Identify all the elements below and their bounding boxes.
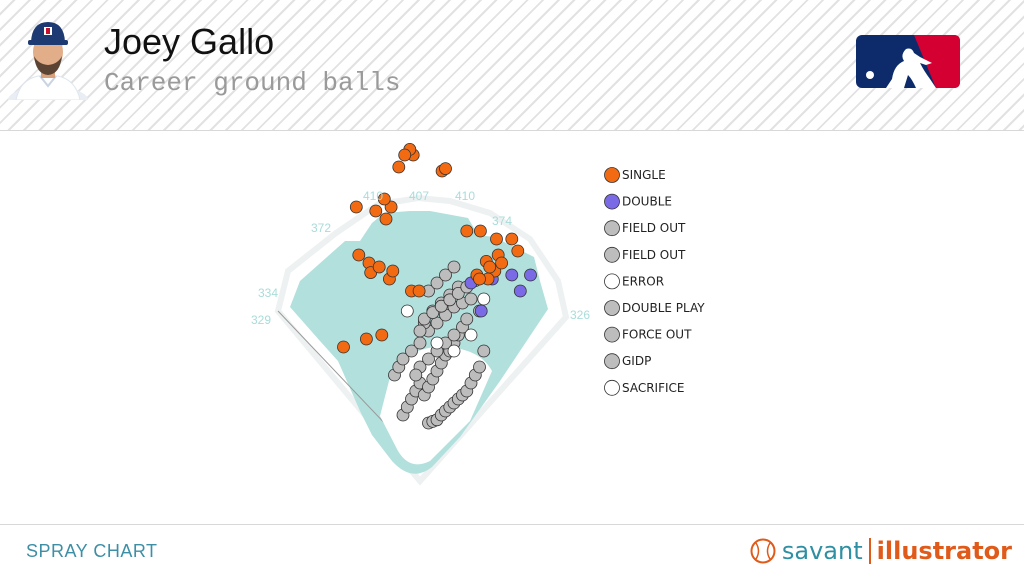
point-out <box>426 306 440 320</box>
fence-distance-right-foul: 326 <box>570 308 590 322</box>
point-error <box>477 292 491 306</box>
point-single <box>505 232 519 246</box>
point-out <box>396 352 410 366</box>
point-single <box>392 160 406 174</box>
point-out <box>473 360 486 374</box>
point-single <box>359 332 373 346</box>
legend-swatch <box>604 167 620 183</box>
outfield-warning-track <box>274 194 570 486</box>
fence-distance-left-center: 372 <box>311 221 331 235</box>
point-double <box>505 268 519 282</box>
point-double <box>524 268 537 282</box>
point-single <box>412 284 426 298</box>
legend-label: FORCE OUT <box>622 328 692 342</box>
point-double <box>474 304 488 318</box>
chart-subtitle: Career ground balls <box>104 68 401 98</box>
legend-label: DOUBLE PLAY <box>622 301 705 315</box>
fence-distance-left: 334 <box>258 286 278 300</box>
legend-swatch <box>604 379 620 396</box>
fence-distance-labels: 329 334 372 410 407 410 374 326 <box>251 189 590 327</box>
point-single <box>369 204 383 218</box>
point-out <box>413 324 427 338</box>
point-out <box>443 293 457 307</box>
point-single <box>372 260 386 274</box>
point-out <box>409 368 423 382</box>
brand-savant: savant <box>781 537 863 565</box>
brand-divider <box>868 538 871 564</box>
legend-label: FIELD OUT <box>622 248 686 262</box>
point-out <box>477 344 491 358</box>
point-single <box>377 192 391 206</box>
infield-dirt <box>380 346 492 465</box>
spray-chart: 329 334 372 410 407 410 374 326 SINGLE DOUBLE FIE… <box>0 131 1024 524</box>
legend: SINGLE DOUBLE FIELD OUT FIELD OUT ERROR DOUBL… <box>604 167 705 396</box>
legend-label: ERROR <box>622 274 664 288</box>
point-single <box>483 260 497 274</box>
legend-swatch <box>604 353 620 370</box>
brand-illustrator: illustrator <box>876 537 1012 565</box>
point-single <box>349 200 363 214</box>
player-headshot <box>8 22 88 100</box>
fence-distance-center: 407 <box>409 189 429 203</box>
point-single <box>490 232 503 246</box>
point-error <box>430 336 444 350</box>
plot-points <box>337 142 537 430</box>
legend-label: SINGLE <box>622 168 666 182</box>
legend-label: GIDP <box>622 354 651 368</box>
point-out <box>434 299 448 313</box>
legend-swatch <box>604 193 620 210</box>
legend-swatch <box>604 246 620 263</box>
legend-label: SACRIFICE <box>622 381 685 395</box>
fence-distance-center-right: 410 <box>455 189 475 203</box>
legend-swatch <box>604 273 620 290</box>
point-out <box>439 268 452 282</box>
point-out <box>430 276 444 290</box>
legend-swatch <box>604 300 620 316</box>
point-single <box>386 264 400 278</box>
point-out <box>447 260 461 274</box>
fence-distance-center-left: 410 <box>363 189 383 203</box>
point-single <box>375 328 389 342</box>
fence-distance-left-foul: 329 <box>251 313 271 327</box>
point-out <box>417 312 431 326</box>
mlb-logo <box>856 35 960 88</box>
point-single <box>460 224 474 238</box>
player-name: Joey Gallo <box>104 21 275 62</box>
spray-chart-canvas: 329 334 372 410 407 410 374 326 SINGLE DOUBLE FIE… <box>251 142 705 486</box>
point-single <box>495 256 509 270</box>
point-error <box>447 344 461 358</box>
point-out <box>405 344 418 358</box>
legend-swatch <box>604 326 620 343</box>
point-out <box>422 352 435 366</box>
savant-illustrator-brand: savant illustrator <box>750 533 1012 569</box>
footer-label: SPRAY CHART <box>26 541 158 561</box>
point-single <box>511 244 525 258</box>
legend-swatch <box>604 220 620 237</box>
header: Joey Gallo Career ground balls <box>0 0 1024 131</box>
point-single <box>337 340 350 354</box>
point-single <box>352 248 366 262</box>
point-error <box>464 328 478 342</box>
point-single <box>473 224 487 238</box>
baseball-icon <box>750 538 776 564</box>
point-out <box>451 286 465 300</box>
point-single <box>473 272 486 286</box>
legend-label: FIELD OUT <box>622 221 686 235</box>
point-out <box>413 336 427 350</box>
legend-label: DOUBLE <box>622 195 672 209</box>
point-single <box>398 148 412 162</box>
point-out <box>460 312 474 326</box>
point-single <box>379 212 393 226</box>
foul-line-left <box>277 310 393 432</box>
fence-distance-right-center: 374 <box>492 214 512 228</box>
point-double <box>513 284 527 298</box>
point-out <box>464 292 478 306</box>
footer: SPRAY CHART savant illustrator <box>0 524 1024 577</box>
point-out <box>447 328 461 342</box>
point-single <box>439 162 452 175</box>
point-error <box>400 304 414 318</box>
